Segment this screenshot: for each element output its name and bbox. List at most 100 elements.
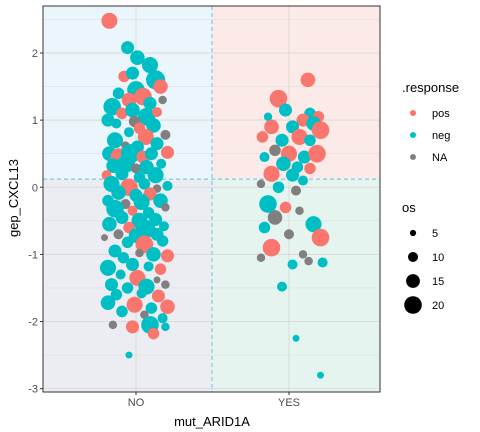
data-point <box>277 281 287 292</box>
data-point <box>317 371 324 379</box>
data-point <box>153 276 161 284</box>
data-point <box>111 185 126 200</box>
data-point <box>143 96 157 110</box>
x-axis: NO YES <box>128 392 300 409</box>
data-point <box>259 152 270 163</box>
data-point <box>133 193 150 211</box>
data-point <box>135 248 144 258</box>
data-points <box>99 12 330 379</box>
data-point <box>262 238 281 257</box>
legend-color-label: neg <box>432 130 450 142</box>
legend-color-label: pos <box>432 108 450 120</box>
data-point <box>101 113 115 127</box>
data-point <box>138 178 151 190</box>
data-point <box>106 132 124 149</box>
data-point <box>113 229 124 240</box>
data-point <box>160 249 175 263</box>
data-point <box>279 201 292 214</box>
data-point <box>285 168 300 182</box>
threshold-lines <box>43 6 380 392</box>
data-point <box>278 103 293 117</box>
data-point <box>151 289 165 303</box>
data-point <box>311 228 330 247</box>
data-point <box>161 280 170 289</box>
data-point <box>161 203 170 212</box>
legend-color-key <box>410 154 416 160</box>
y-tick-label: -2 <box>28 317 38 329</box>
data-point <box>136 288 147 299</box>
data-point <box>152 107 162 118</box>
data-point <box>156 235 169 247</box>
data-point <box>256 253 266 262</box>
data-point <box>144 147 158 161</box>
data-point <box>291 185 301 196</box>
data-point <box>115 269 126 280</box>
data-point <box>125 257 140 271</box>
data-point <box>291 128 308 145</box>
quadrant-bottom-right <box>212 179 380 392</box>
legend-size-title: os <box>402 200 416 215</box>
data-point <box>145 302 158 314</box>
data-point <box>160 145 175 159</box>
data-point <box>104 278 119 292</box>
data-point <box>116 305 128 318</box>
data-point <box>157 313 168 324</box>
data-point <box>147 327 160 340</box>
data-point <box>276 156 291 172</box>
y-tick-label: 0 <box>32 182 38 194</box>
legend-size-key <box>409 229 417 237</box>
data-point <box>154 263 167 275</box>
data-point <box>259 195 277 213</box>
data-point <box>305 216 322 233</box>
legend-color-key <box>410 132 416 138</box>
x-axis-title: mut_ARID1A <box>174 414 250 429</box>
data-point <box>121 282 134 294</box>
legend-size-key <box>408 252 418 262</box>
legend-size-items: 5 10 15 20 <box>404 228 444 314</box>
data-point <box>115 210 129 224</box>
x-tick-label: YES <box>278 397 300 409</box>
data-point <box>311 121 330 139</box>
data-point <box>264 119 279 135</box>
data-point <box>287 259 298 270</box>
data-point <box>159 221 169 232</box>
legend-size-key <box>406 274 420 288</box>
legend-color-key <box>410 110 416 116</box>
data-point <box>108 320 118 330</box>
data-point <box>130 50 145 65</box>
data-point <box>161 322 170 332</box>
legend-size-label: 10 <box>432 252 444 264</box>
data-point <box>150 137 164 151</box>
y-tick-label: -3 <box>28 384 38 396</box>
data-point <box>110 288 123 301</box>
quadrant-backgrounds <box>43 6 380 392</box>
data-point <box>102 216 117 232</box>
data-point <box>267 210 283 225</box>
data-point <box>121 41 135 55</box>
data-point <box>284 229 294 240</box>
data-point <box>127 205 138 216</box>
data-point <box>304 256 313 266</box>
data-point <box>115 167 129 181</box>
y-tick-label: 1 <box>32 115 38 127</box>
data-point <box>112 87 125 100</box>
data-point <box>103 97 121 116</box>
legend-size-key <box>404 296 422 314</box>
data-point <box>256 179 266 189</box>
y-axis-title: gep_CXCL13 <box>6 159 21 237</box>
data-point <box>101 12 118 29</box>
data-point <box>317 257 328 268</box>
data-point <box>125 320 140 334</box>
data-point <box>304 134 316 147</box>
y-tick-label: 2 <box>32 48 38 60</box>
data-point <box>101 234 108 242</box>
data-point <box>258 221 271 234</box>
legend: .response pos neg NA os 5 10 15 20 <box>402 80 459 314</box>
data-point <box>100 295 116 310</box>
y-axis: -3 -2 -1 0 1 2 <box>28 48 43 396</box>
data-point <box>256 131 269 143</box>
data-point <box>135 235 154 254</box>
data-point <box>117 251 130 264</box>
x-tick-label: NO <box>128 397 145 409</box>
data-point <box>146 247 161 262</box>
